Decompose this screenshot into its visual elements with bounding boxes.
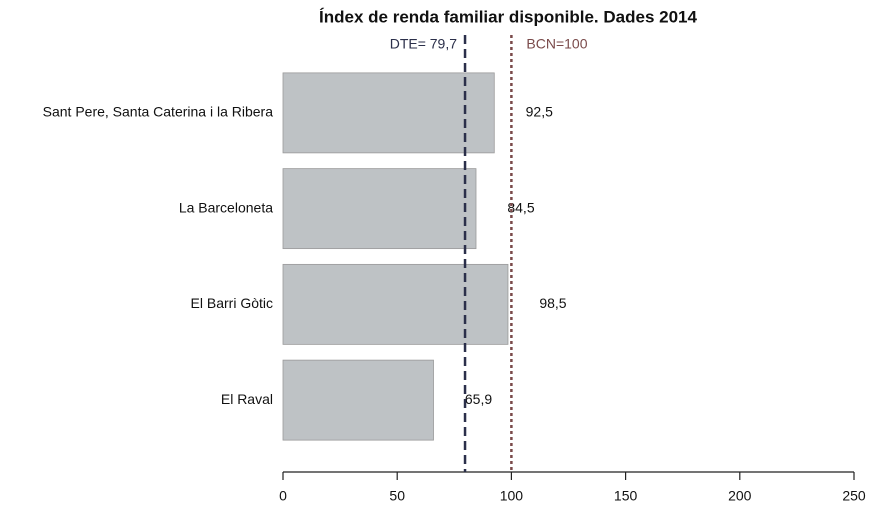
bar bbox=[282, 168, 477, 250]
category-label: El Raval bbox=[221, 391, 273, 407]
category-label: Sant Pere, Santa Caterina i la Ribera bbox=[43, 104, 274, 120]
x-tick-label: 250 bbox=[842, 488, 866, 504]
value-label: 98,5 bbox=[539, 295, 566, 311]
value-label: 92,5 bbox=[526, 104, 553, 120]
x-tick-label: 150 bbox=[614, 488, 638, 504]
x-tick-label: 200 bbox=[728, 488, 752, 504]
value-label: 65,9 bbox=[465, 391, 492, 407]
reference-label: DTE= 79,7 bbox=[390, 36, 458, 52]
value-label: 84,5 bbox=[507, 199, 534, 215]
chart-title: Índex de renda familiar disponible. Dade… bbox=[319, 7, 697, 26]
bar bbox=[282, 359, 434, 441]
x-tick-label: 100 bbox=[500, 488, 524, 504]
reference-label: BCN=100 bbox=[526, 36, 587, 52]
category-label: La Barceloneta bbox=[179, 199, 273, 215]
bar bbox=[282, 72, 495, 154]
bar bbox=[282, 263, 509, 345]
category-label: El Barri Gòtic bbox=[191, 295, 273, 311]
x-tick-label: 50 bbox=[389, 488, 405, 504]
x-tick-label: 0 bbox=[279, 488, 287, 504]
